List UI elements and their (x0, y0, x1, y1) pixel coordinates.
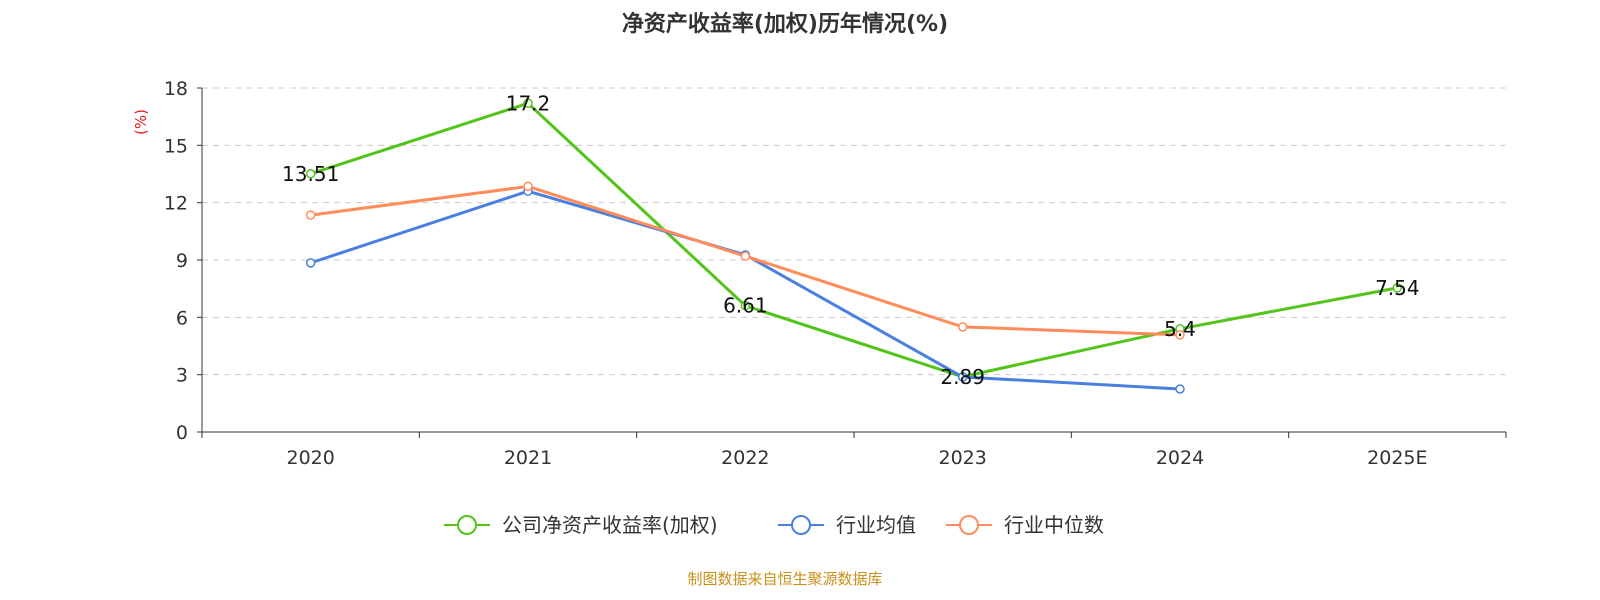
data-point (740, 251, 751, 261)
data-point (1175, 330, 1185, 340)
x-tick-label: 2022 (721, 447, 769, 469)
data-point (740, 300, 751, 311)
legend-item[interactable]: 行业中位数 (946, 513, 1104, 537)
x-tick-label: 2024 (1156, 447, 1204, 469)
chart-title: 净资产收益率(加权)历年情况(%) (621, 12, 949, 37)
y-axis-label: (%) (132, 109, 150, 135)
data-point (523, 98, 533, 109)
legend-label: 公司净资产收益率(加权) (502, 513, 718, 537)
data-point (305, 169, 316, 179)
y-tick-label: 12 (164, 193, 188, 215)
data-point (305, 258, 316, 268)
legend-label: 行业均值 (836, 513, 916, 537)
x-tick-label: 2021 (504, 447, 552, 469)
x-tick-label: 2025E (1367, 447, 1427, 469)
data-label: 7.54 (1375, 276, 1420, 300)
y-tick-label: 15 (164, 135, 188, 157)
data-point (957, 372, 968, 382)
x-tick-label: 2020 (286, 447, 334, 469)
data-label: 17.2 (506, 91, 551, 115)
data-point (305, 210, 316, 220)
x-tick-label: 2023 (938, 447, 986, 469)
data-point (957, 322, 968, 332)
y-tick-label: 18 (164, 78, 188, 100)
data-label: 5.4 (1164, 317, 1196, 341)
data-label: 6.61 (723, 294, 768, 318)
series-line-0 (310, 101, 1398, 379)
legend-label: 行业中位数 (1004, 513, 1104, 537)
y-tick-label: 9 (176, 250, 188, 272)
y-tick-label: 3 (176, 365, 188, 387)
data-point (1392, 283, 1403, 293)
data-point (523, 181, 533, 192)
legend-item[interactable]: 公司净资产收益率(加权) (444, 513, 718, 537)
legend-marker-icon (457, 515, 477, 535)
y-tick-label: 0 (176, 422, 188, 444)
data-label: 2.89 (940, 365, 985, 389)
legend-marker-icon (791, 515, 811, 535)
series-line-1 (310, 189, 1181, 391)
y-tick-label: 6 (176, 307, 188, 329)
source-note: 制图数据来自恒生聚源数据库 (687, 570, 883, 588)
data-point (1175, 384, 1185, 394)
legend-marker-icon (959, 515, 979, 535)
legend-item[interactable]: 行业均值 (778, 513, 916, 537)
data-label: 13.51 (282, 162, 339, 186)
